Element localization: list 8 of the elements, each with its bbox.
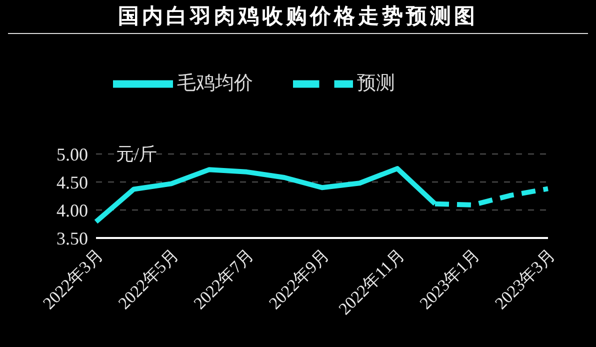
y-axis-title: 元/斤 [116, 144, 158, 164]
legend-label: 毛鸡均价 [177, 72, 253, 94]
legend-label: 预测 [357, 72, 395, 94]
chart-title: 国内白羽肉鸡收购价格走势预测图 [8, 0, 588, 34]
y-tick-label: 3.50 [56, 228, 88, 248]
y-tick-label: 4.00 [56, 200, 88, 220]
y-tick-label: 5.00 [56, 144, 88, 164]
y-tick-label: 4.50 [56, 172, 88, 192]
